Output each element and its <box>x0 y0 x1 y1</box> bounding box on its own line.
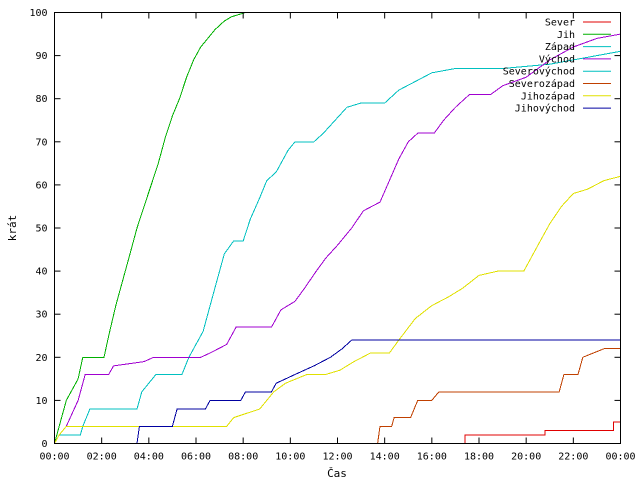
x-tick-label: 10:00 <box>275 452 305 463</box>
ticks-layer: 0 10 20 30 40 50 60 70 80 90 100 00:00 02:00 04:00 06:… <box>29 8 635 463</box>
x-axis-label: Čas <box>327 467 347 480</box>
x-tick-label: 20:00 <box>511 452 541 463</box>
legend-label: Sever <box>545 18 575 29</box>
legend-label: Severozápad <box>509 78 575 90</box>
legend-label: Západ <box>545 41 575 53</box>
series-line-4 <box>54 33 621 444</box>
legend: SeverJihZápadVýchodSeverovýchodSeverozáp… <box>503 18 611 115</box>
y-tick-label: 0 <box>41 439 47 450</box>
y-tick-label: 30 <box>35 310 47 321</box>
series-line-3 <box>54 50 621 444</box>
x-tick-label: 12:00 <box>322 452 352 463</box>
y-tick-label: 90 <box>35 51 47 62</box>
y-tick-label: 50 <box>35 224 47 235</box>
series-line-8 <box>54 339 621 444</box>
series-line-2 <box>54 12 621 444</box>
series-line-7 <box>54 175 621 444</box>
legend-label: Jihozápad <box>521 90 575 102</box>
legend-label: Jih <box>557 30 575 41</box>
y-tick-label: 80 <box>35 94 47 105</box>
series-line-6 <box>54 348 621 444</box>
y-tick-label: 100 <box>29 8 47 19</box>
x-tick-label: 14:00 <box>370 452 400 463</box>
series-line-1 <box>54 421 621 444</box>
x-tick-label: 04:00 <box>134 452 164 463</box>
x-tick-label: 22:00 <box>558 452 588 463</box>
x-tick-label: 00:00 <box>605 452 635 463</box>
y-tick-label: 60 <box>35 180 47 191</box>
legend-label: Východ <box>539 53 575 65</box>
x-tick-label: 16:00 <box>417 452 447 463</box>
y-tick-label: 70 <box>35 137 47 148</box>
x-tick-label: 08:00 <box>228 452 258 463</box>
x-tick-label: 00:00 <box>39 452 69 463</box>
series-layer <box>54 12 621 444</box>
x-tick-label: 06:00 <box>181 452 211 463</box>
x-tick-label: 02:00 <box>87 452 117 463</box>
y-axis-label: krát <box>6 215 19 242</box>
y-tick-label: 40 <box>35 267 47 278</box>
y-tick-label: 10 <box>35 396 47 407</box>
y-tick-label: 20 <box>35 353 47 364</box>
x-tick-label: 18:00 <box>464 452 494 463</box>
legend-label: Severovýchod <box>503 66 575 78</box>
legend-label: Jihovýchod <box>515 103 575 115</box>
